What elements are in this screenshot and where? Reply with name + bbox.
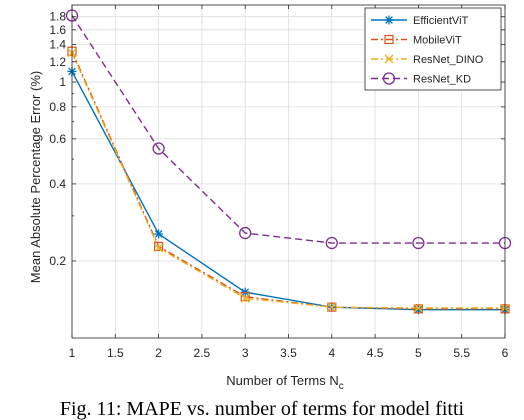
legend-label: ResNet_DINO [413,54,484,66]
figure-caption: Fig. 11: MAPE vs. number of terms for mo… [59,398,465,420]
data-point-resnet-kd [325,236,338,250]
x-tick-label: 2.5 [194,346,211,360]
x-tick-label: 2 [155,346,162,360]
x-tick-label: 3 [242,346,249,360]
data-point-mobilevit [240,292,250,302]
x-tick-labels: 1 1.5 2 2.5 3 3.5 4 4.5 5 5.5 6 [69,346,509,360]
y-tick-label: 0.8 [49,100,66,114]
y-tick-label: 1.6 [49,23,66,37]
y-tick-label: 1.8 [49,10,66,24]
y-axis-title: Mean Absolute Percentage Error (%) [28,71,43,283]
data-point-resnet-kd [239,226,252,240]
legend-label: MobileViT [413,35,462,47]
series-line-resnet-kd [71,15,505,244]
x-tick-label: 5.5 [453,346,470,360]
y-tick-labels: 0.2 0.4 0.6 0.8 1 1.2 1.41.61.8 [49,10,66,268]
y-tick-label: 1.4 [49,38,66,52]
x-tick-label: 6 [502,346,509,360]
x-axis-title-subscript: c [339,381,344,392]
data-point-resnet-dino [154,243,164,253]
x-tick-label: 3.5 [280,346,297,360]
data-point-resnet-dino [240,293,250,303]
series-layer [65,9,512,315]
legend-label: EfficientViT [413,15,469,27]
series-line-mobilevit [71,50,505,310]
chart: 1 1.5 2 2.5 3 3.5 4 4.5 5 5.5 6 0.2 0.4 0.6 0.8 1 1.2 1.… [28,4,512,392]
legend-label: ResNet_KD [413,74,471,86]
data-point-mobilevit [154,241,164,251]
legend: EfficientViT MobileViT ResNet_DINO ResNet_K… [364,7,502,91]
legend-marker [384,34,394,45]
x-tick-label: 4.5 [367,346,384,360]
x-tick-label: 4 [328,346,335,360]
series-line-resnet-dino [71,52,505,309]
data-point-resnet-kd [152,142,165,155]
x-tick-label: 1.5 [107,346,124,360]
x-tick-label: 1 [69,346,76,360]
x-tick-label: 5 [415,346,422,360]
legend-marker [384,15,394,25]
data-point-efficientvit [154,229,164,239]
y-tick-label: 0.4 [49,177,66,191]
y-tick-label: 0.2 [49,254,66,268]
data-point-resnet-dino [413,303,423,313]
y-tick-label: 1 [59,75,66,89]
x-axis-title-text: Number of Terms N [226,373,338,388]
data-point-mobilevit [413,304,423,314]
legend-marker [382,72,396,85]
y-tick-label: 0.6 [49,132,66,146]
data-point-resnet-dino [327,302,337,312]
y-tick-label: 1.2 [49,55,66,69]
legend-marker [384,54,394,64]
x-axis-title: Number of Terms Nc [226,373,343,392]
data-point-resnet-kd [412,236,425,250]
series-line-efficientvit [71,71,505,311]
